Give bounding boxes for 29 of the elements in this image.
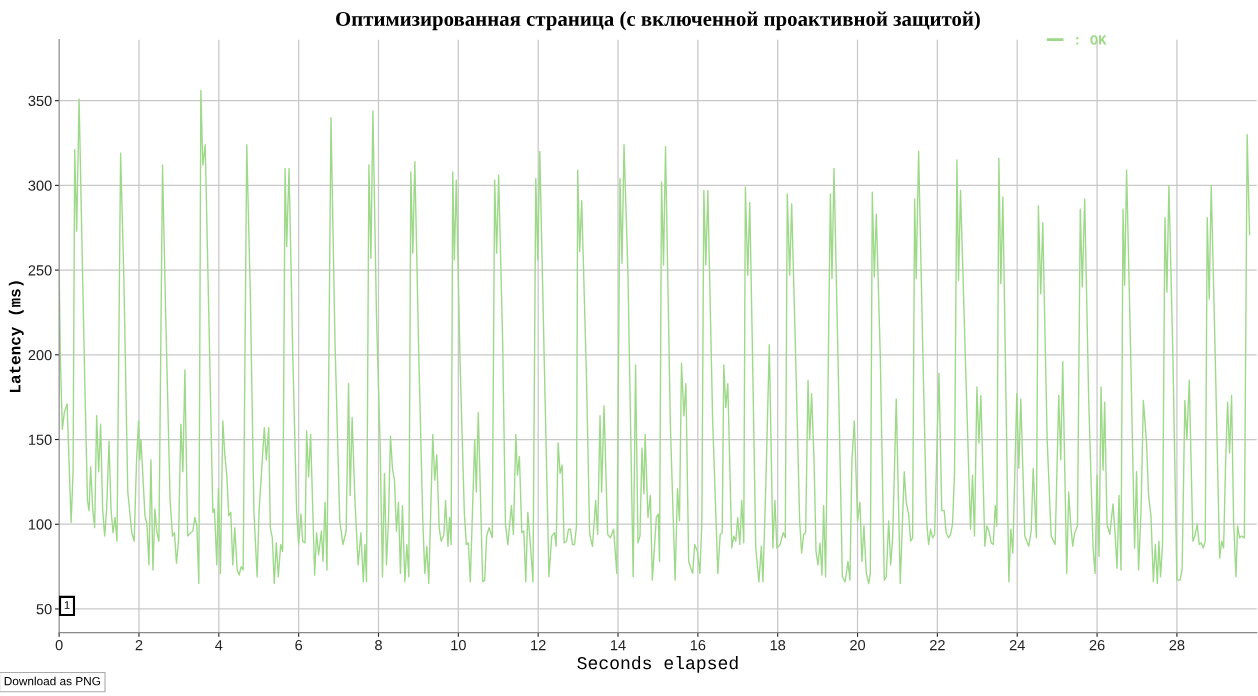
x-tick-label: 4 — [215, 640, 223, 651]
y-tick-label: 250 — [28, 265, 52, 276]
y-tick-label: 100 — [28, 519, 52, 530]
x-tick-label: 24 — [1009, 639, 1025, 651]
x-tick-label: 28 — [1169, 639, 1185, 651]
y-tick-label: 300 — [28, 180, 52, 191]
y-tick-label: 350 — [28, 95, 52, 107]
x-tick-label: 18 — [770, 639, 786, 651]
text: Download as PNG — [4, 676, 101, 686]
x-tick-label: 12 — [531, 639, 546, 651]
y-tick-label: 200 — [28, 349, 52, 361]
y-tick-label: 150 — [28, 434, 52, 445]
line-series — [59, 89, 1251, 585]
x-tick-label: 8 — [375, 639, 382, 651]
chart-title: Оптимизированная страница (с включенной проактивной защитой) — [336, 11, 980, 31]
x-tick-label: 20 — [850, 639, 866, 651]
x-tick-label: 6 — [295, 639, 303, 651]
x-tick-label: 14 — [611, 640, 626, 651]
annotation: 1 — [64, 601, 70, 609]
x-tick-label: 26 — [1089, 639, 1105, 651]
x-tick-label: 0 — [55, 639, 63, 651]
x-tick-label: 22 — [930, 639, 945, 651]
y-tick-label: 50 — [36, 604, 52, 615]
x-tick-label: 2 — [135, 639, 143, 651]
y-axis-title: Latency (ms) — [8, 281, 24, 393]
legend-label: : OK — [1076, 35, 1107, 45]
x-tick-label: 16 — [690, 639, 706, 651]
x-tick-label: 10 — [451, 639, 466, 651]
x-axis-title: Seconds elapsed — [577, 655, 738, 673]
